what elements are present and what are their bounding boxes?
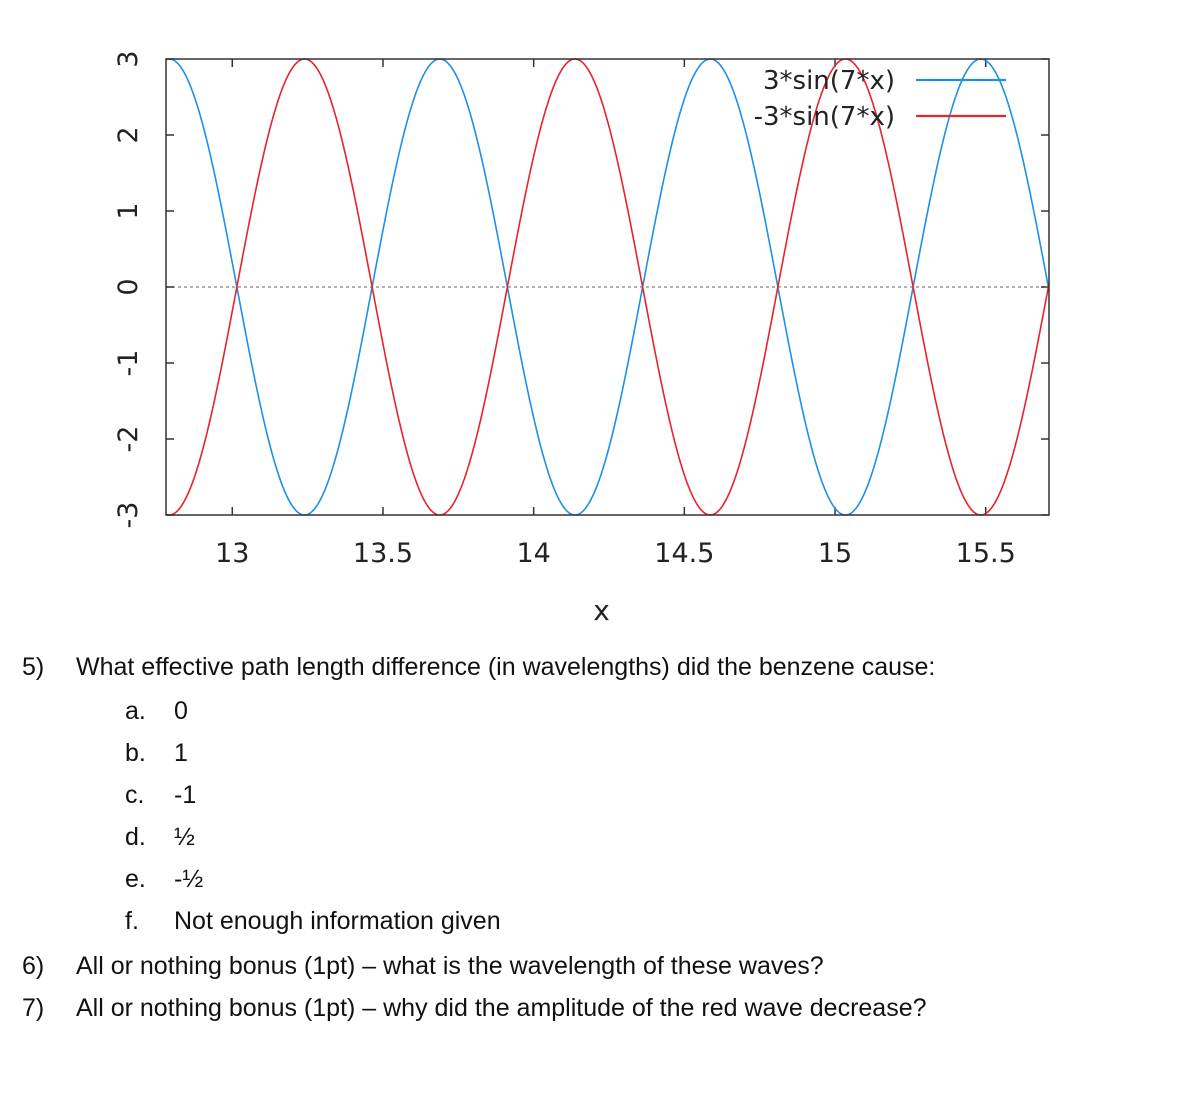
y-tick-label: 2 xyxy=(113,126,144,143)
question-5-text: What effective path length difference (i… xyxy=(76,653,935,682)
wave-chart: 3 2 1 0 -1 -2 -3 13 13.5 14 14.5 15 15.5 3*sin(7*x)… xyxy=(0,0,1201,640)
option-a-letter: a. xyxy=(125,697,146,726)
option-e-letter: e. xyxy=(125,865,146,894)
y-tick-label: -3 xyxy=(113,502,144,529)
question-7-text: All or nothing bonus (1pt) – why did the… xyxy=(76,994,927,1023)
x-tick-label: 13 xyxy=(215,538,249,569)
option-c-text: -1 xyxy=(174,781,196,810)
y-tick-label: 0 xyxy=(113,278,144,295)
y-tick-label: -1 xyxy=(113,350,144,377)
legend: 3*sin(7*x) -3*sin(7*x) xyxy=(754,66,1006,132)
x-tick-label: 13.5 xyxy=(353,538,413,569)
option-f-text: Not enough information given xyxy=(174,907,501,936)
y-tick-label: 3 xyxy=(113,50,144,67)
option-c-letter: c. xyxy=(125,781,144,810)
y-tick-label: -2 xyxy=(113,426,144,453)
x-tick-label: 14 xyxy=(516,538,550,569)
option-b-text: 1 xyxy=(174,739,188,768)
x-tick-label: 15.5 xyxy=(956,538,1016,569)
question-6-number: 6) xyxy=(22,952,44,981)
option-d-letter: d. xyxy=(125,823,146,852)
x-axis-label: x xyxy=(593,594,610,627)
option-e-text: -½ xyxy=(174,865,203,894)
legend-label-1: 3*sin(7*x) xyxy=(763,66,895,96)
question-6-text: All or nothing bonus (1pt) – what is the… xyxy=(76,952,824,981)
option-f-letter: f. xyxy=(125,907,139,936)
option-a-text: 0 xyxy=(174,697,188,726)
question-5-number: 5) xyxy=(22,653,44,682)
x-tick-label: 15 xyxy=(818,538,852,569)
option-d-text: ½ xyxy=(174,823,195,852)
y-tick-label: 1 xyxy=(113,202,144,219)
y-tick-labels: 3 2 1 0 -1 -2 -3 xyxy=(113,50,144,528)
legend-label-2: -3*sin(7*x) xyxy=(754,102,895,132)
question-7-number: 7) xyxy=(22,994,44,1023)
option-b-letter: b. xyxy=(125,739,146,768)
x-tick-label: 14.5 xyxy=(654,538,714,569)
x-tick-labels: 13 13.5 14 14.5 15 15.5 xyxy=(215,538,1016,569)
